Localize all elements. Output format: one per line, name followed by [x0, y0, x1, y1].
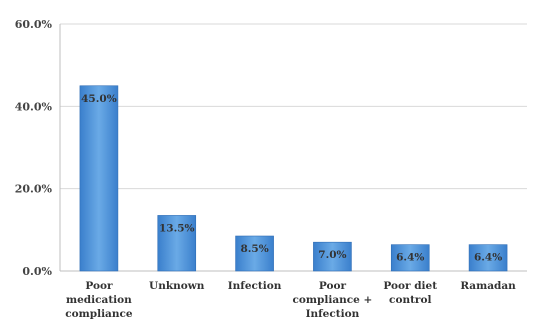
- y-tick-label: 0.0%: [22, 265, 52, 278]
- x-category-label: Ramadan: [460, 280, 516, 292]
- bar: [468, 244, 508, 272]
- bar: [157, 215, 197, 272]
- x-axis-categories: Poor medication compliance Unknown Infection…: [65, 280, 516, 320]
- bar: [235, 235, 274, 272]
- data-label: 13.5%: [159, 222, 195, 234]
- y-tick-label: 40.0%: [15, 100, 53, 113]
- data-label: 6.4%: [474, 252, 502, 264]
- bar: [79, 85, 119, 272]
- y-tick-label: 20.0%: [15, 183, 53, 196]
- grid-lines: [59, 23, 527, 272]
- x-category-label: Poor compliance + Infection: [293, 280, 373, 320]
- data-label: 6.4%: [396, 252, 424, 264]
- y-tick-label: 60.0%: [15, 18, 53, 31]
- x-category-label: Unknown: [149, 280, 205, 292]
- x-category-label: Infection: [228, 280, 282, 292]
- x-category-label: Poor diet control: [383, 280, 437, 306]
- data-label: 7.0%: [318, 249, 346, 261]
- bar: [313, 241, 352, 272]
- x-category-label: Poor medication compliance: [65, 280, 133, 320]
- data-label: 45.0%: [81, 93, 117, 105]
- y-axis-ticks: 0.0% 20.0% 40.0% 60.0%: [15, 18, 53, 278]
- bar: [390, 244, 430, 272]
- data-labels: 45.0% 13.5% 8.5% 7.0% 6.4% 6.4%: [81, 93, 502, 264]
- data-label: 8.5%: [240, 243, 268, 255]
- bars: [79, 85, 508, 272]
